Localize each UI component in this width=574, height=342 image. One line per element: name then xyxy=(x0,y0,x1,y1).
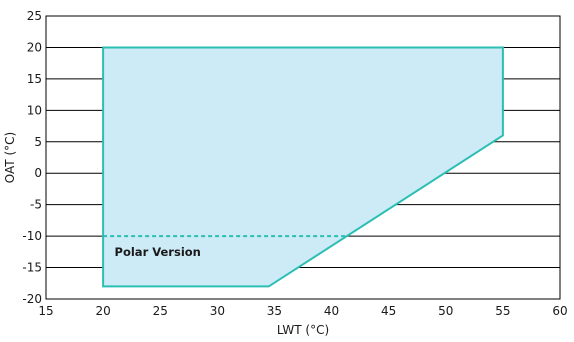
x-axis-label: LWT (°C) xyxy=(277,323,329,337)
y-tick-label-20: 20 xyxy=(27,40,42,54)
y-tick-label--10: -10 xyxy=(22,229,42,243)
y-tick-label-15: 15 xyxy=(27,72,42,86)
operating-envelope-area xyxy=(102,46,504,288)
x-tick-label-55: 55 xyxy=(495,304,510,318)
annotation-polar-version: Polar Version xyxy=(115,245,201,259)
series-layer xyxy=(102,46,504,288)
x-tick-label-35: 35 xyxy=(267,304,282,318)
x-tick-label-40: 40 xyxy=(324,304,339,318)
y-tick-label--5: -5 xyxy=(30,198,42,212)
y-tick-label-0: 0 xyxy=(34,166,42,180)
x-tick-label-45: 45 xyxy=(381,304,396,318)
y-tick-labels: -20 -15 -10 -5 0 5 10 15 20 25 xyxy=(22,9,42,306)
x-tick-label-20: 20 xyxy=(95,304,110,318)
y-tick-label-25: 25 xyxy=(27,9,42,23)
x-tick-label-50: 50 xyxy=(438,304,453,318)
x-tick-labels: 15 20 25 30 35 40 45 50 55 60 xyxy=(38,304,567,318)
x-tick-label-15: 15 xyxy=(38,304,53,318)
x-tick-label-25: 25 xyxy=(153,304,168,318)
y-tick-label--20: -20 xyxy=(22,292,42,306)
x-tick-label-60: 60 xyxy=(552,304,567,318)
y-tick-label-10: 10 xyxy=(27,103,42,117)
plot-frame xyxy=(45,15,561,300)
annotation-layer: Polar Version xyxy=(115,245,201,259)
y-tick-label-5: 5 xyxy=(34,135,42,149)
x-tick-label-30: 30 xyxy=(210,304,225,318)
y-tick-label--15: -15 xyxy=(22,261,42,275)
y-axis-label: OAT (°C) xyxy=(3,132,17,183)
